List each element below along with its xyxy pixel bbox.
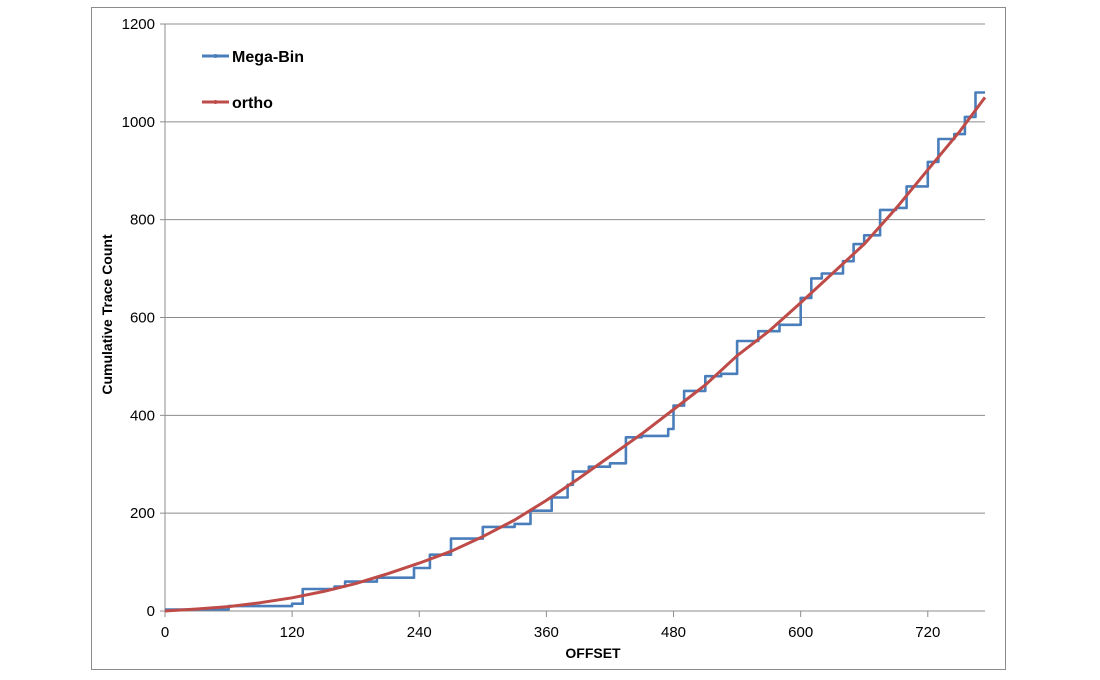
x-tick-label: 720 (915, 624, 940, 641)
y-tick-label: 800 (130, 212, 155, 229)
legend-marker (213, 54, 218, 58)
x-tick-label: 600 (788, 624, 813, 641)
x-tick-label: 240 (407, 624, 432, 641)
series-line-ortho (164, 96, 987, 613)
y-tick-label: 1200 (122, 16, 155, 33)
line-chart: 0 200 400 600 800 1000 1200 0 120 240 360 480 600 720… (99, 16, 987, 661)
legend-label: ortho (232, 95, 273, 112)
y-tick-label: 600 (130, 310, 155, 327)
axes: 0 200 400 600 800 1000 1200 0 120 240 360 480 600 720 (122, 16, 985, 641)
y-tick-label: 400 (130, 407, 155, 424)
x-tick-label: 480 (661, 624, 686, 641)
x-axis-title: OFFSET (565, 645, 621, 661)
y-tick-label: 0 (147, 603, 155, 620)
legend: Mega-Bin ortho (202, 49, 304, 112)
legend-label: Mega-Bin (232, 49, 304, 66)
legend-marker (213, 100, 218, 104)
series-line-mega-bin (165, 91, 985, 611)
x-tick-label: 360 (534, 624, 559, 641)
x-tick-label: 120 (280, 624, 305, 641)
chart-frame: 0 200 400 600 800 1000 1200 0 120 240 360 480 600 720… (91, 7, 1006, 670)
gridlines (165, 23, 985, 514)
y-axis-title: Cumulative Trace Count (99, 234, 115, 395)
x-tick-label: 0 (161, 624, 169, 641)
y-tick-label: 200 (130, 505, 155, 522)
y-tick-label: 1000 (122, 114, 155, 131)
series-layer (164, 91, 987, 613)
